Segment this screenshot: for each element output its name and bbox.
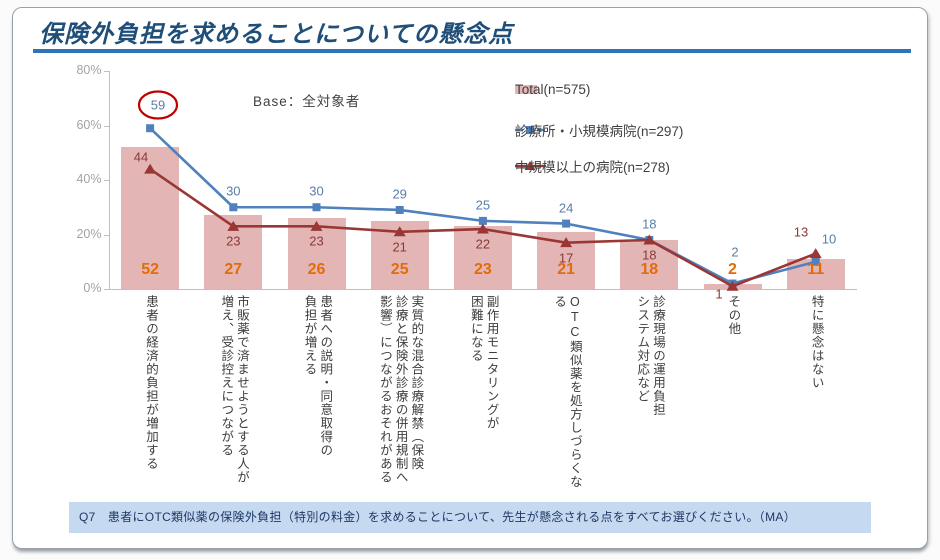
value-label-mid-hospitals: 17 [558, 250, 574, 266]
value-label-small-hospitals: 10 [821, 231, 837, 247]
value-label-total: 18 [640, 261, 659, 278]
y-axis-tick [103, 234, 109, 236]
y-axis-tick [103, 180, 109, 182]
y-axis-tick [103, 125, 109, 127]
value-label-small-hospitals: 30 [226, 183, 241, 199]
value-label-total: 21 [557, 261, 575, 278]
value-label-mid-hospitals: 44 [133, 149, 149, 165]
slide-card: 保険外負担を求めることについての懸念点 Base：全対象者 Total(n=57… [12, 7, 928, 549]
value-label-small-hospitals: 25 [475, 197, 491, 213]
y-axis-tick [103, 71, 109, 73]
value-label-mid-hospitals: 18 [642, 247, 657, 263]
category-label-text: 診療現場の運用負担 システム対応など [635, 295, 666, 417]
value-label-total: 23 [473, 261, 492, 278]
category-label-1: 市販薬で済ませようとする人が 増え、受診控えにつながる [187, 295, 279, 497]
value-label-mid-hospitals: 22 [475, 236, 491, 252]
value-label-mid-hospitals: 21 [392, 239, 407, 255]
y-axis-tick [103, 289, 109, 291]
marker-square [395, 205, 404, 214]
marker-square [562, 219, 571, 228]
category-label-text: 実質的な混合診療解禁（保険 診療と保険外診療の併用規制へ 影響）につながるおそれ… [377, 295, 424, 484]
y-tick-label: 60% [76, 117, 102, 132]
value-label-mid-hospitals: 13 [793, 224, 809, 240]
value-label-total: 52 [141, 261, 159, 278]
marker-square [146, 124, 155, 133]
marker-triangle [726, 280, 739, 291]
marker-triangle [227, 220, 240, 231]
category-label-6: 診療現場の運用負担 システム対応など [603, 295, 695, 497]
value-label-small-hospitals: 29 [392, 186, 407, 202]
value-label-small-hospitals: 30 [309, 183, 324, 199]
legend-label-small-hospitals: 診療所・小規模病院(n=297) [515, 124, 684, 139]
question-box: Q7 患者にOTC類似薬の保険外負担（特別の料金）を求めることについて、先生が懸… [69, 502, 871, 533]
marker-triangle [560, 237, 573, 248]
value-label-small-hospitals: 18 [642, 216, 657, 232]
category-label-text: OTC類似薬を処方しづらくなる [552, 295, 582, 489]
y-axis-line [108, 71, 110, 289]
value-label-total: 25 [390, 261, 409, 278]
marker-triangle [144, 163, 157, 174]
value-label-mid-hospitals: 1 [715, 286, 723, 302]
blue-line-square-swatch-icon [515, 126, 545, 134]
category-label-5: OTC類似薬を処方しづらくなる [520, 295, 612, 497]
bar-6 [620, 239, 679, 289]
value-label-mid-hospitals: 23 [226, 233, 241, 249]
y-tick-label: 0% [83, 281, 102, 295]
value-label-total: 27 [224, 261, 243, 278]
marker-triangle [809, 248, 822, 259]
marker-triangle [643, 234, 656, 245]
marker-square [811, 257, 820, 266]
value-label-mid-hospitals: 23 [309, 233, 324, 249]
bar-4 [453, 226, 512, 289]
category-label-text: 患者の経済的負担が増加する [143, 295, 158, 471]
category-label-3: 実質的な混合診療解禁（保険 診療と保険外診療の併用規制へ 影響）につながるおそれ… [354, 295, 446, 497]
marker-triangle [310, 220, 323, 231]
page-title: 保険外負担を求めることについての懸念点 [39, 21, 514, 48]
legend-label-mid-hospitals: 中規模以上の病院(n=278) [515, 160, 670, 175]
y-tick-label: 40% [76, 172, 102, 186]
category-label-text: 特に懸念はない [809, 295, 824, 390]
marker-square [478, 216, 487, 225]
red-line-triangle-swatch-icon [515, 161, 545, 170]
category-label-text: 副作用モニタリングが 困難になる [468, 295, 499, 430]
category-label-2: 患者への説明・同意取得の 負担が増える [271, 295, 363, 497]
y-tick-label: 80% [76, 63, 102, 77]
y-tick-label: 20% [76, 226, 102, 241]
category-label-7: その他 [687, 295, 779, 497]
total-bar-swatch-icon [515, 84, 537, 94]
value-label-total: 11 [807, 261, 825, 278]
marker-square [312, 203, 321, 212]
marker-square [229, 203, 238, 212]
legend-label-total: Total(n=575) [515, 81, 591, 97]
category-label-0: 患者の経済的負担が増加する [104, 295, 196, 497]
category-label-4: 副作用モニタリングが 困難になる [437, 295, 529, 497]
marker-triangle [476, 223, 489, 234]
category-label-text: その他 [726, 295, 741, 336]
value-label-small-hospitals: 2 [731, 244, 739, 260]
category-label-text: 患者への説明・同意取得の 負担が増える [302, 295, 333, 457]
value-label-small-hospitals: 24 [558, 200, 574, 216]
category-label-8: 特に懸念はない [770, 295, 862, 497]
value-label-total: 2 [728, 261, 737, 278]
title-underline [33, 49, 911, 53]
annotation-circle-icon [137, 90, 179, 120]
x-axis-line [108, 289, 857, 291]
value-label-small-hospitals: 59 [150, 97, 166, 113]
marker-triangle [393, 226, 406, 237]
base-note: Base：全対象者 [253, 94, 361, 109]
category-label-text: 市販薬で済ませようとする人が 増え、受診控えにつながる [219, 295, 250, 484]
value-label-total: 26 [307, 261, 326, 278]
